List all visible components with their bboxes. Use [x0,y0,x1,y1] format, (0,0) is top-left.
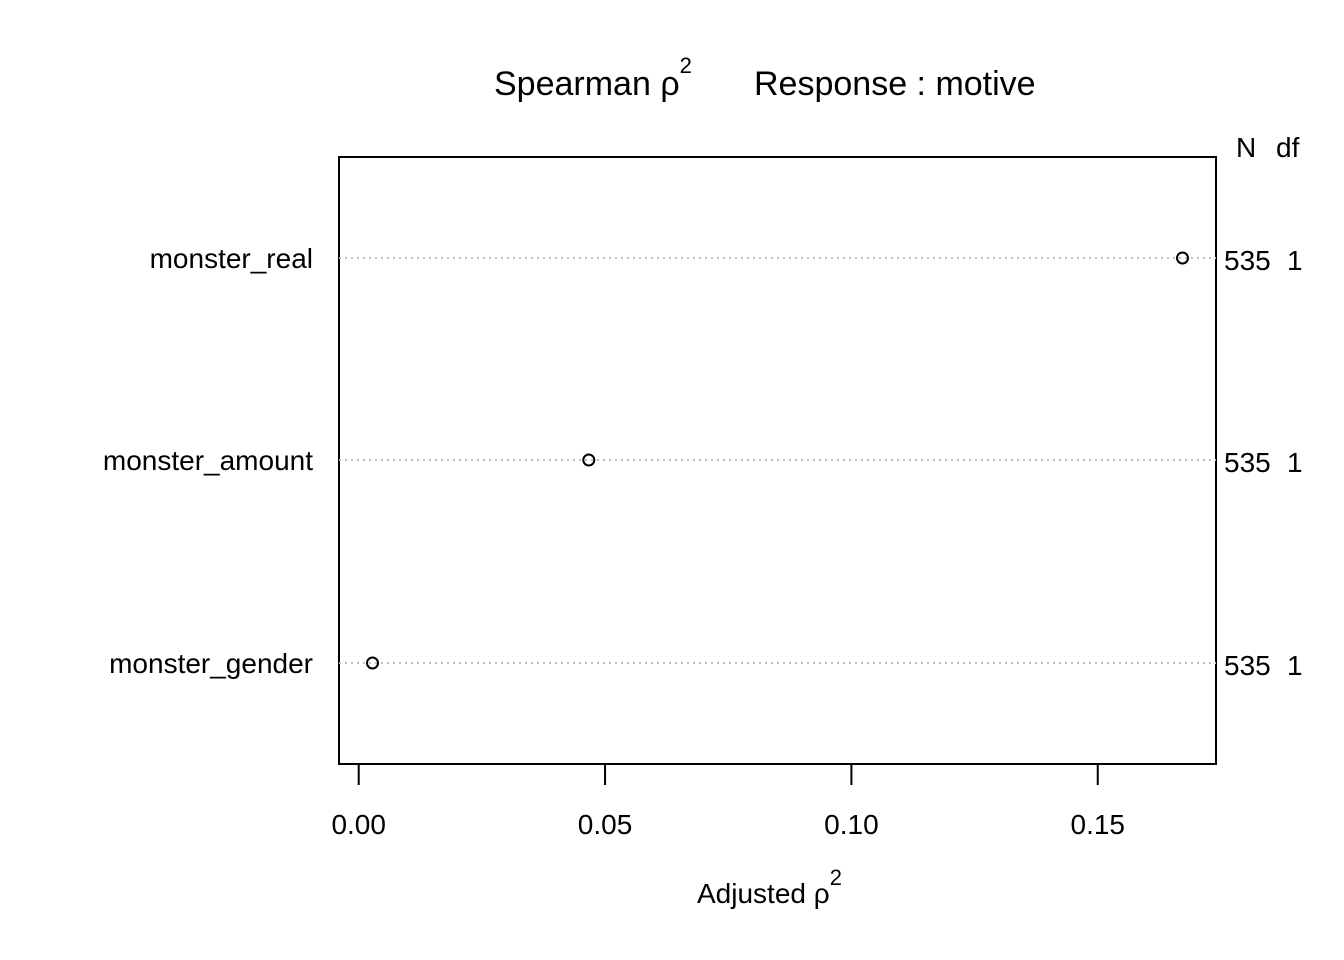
chart-title: Spearman ρ2 [494,53,692,103]
header-n: N [1236,132,1256,163]
row-df-value: 1 [1287,447,1303,478]
x-axis-label-lead: Adjusted [697,878,814,909]
x-tick-label: 0.00 [331,809,386,840]
row-label: monster_real [150,243,313,274]
x-tick-label: 0.05 [578,809,633,840]
x-axis: 0.00 0.05 0.10 0.15 [331,763,1126,840]
x-axis-label-rho: ρ [814,878,830,909]
chart-title-lead: Spearman [494,65,660,103]
data-point [1175,251,1189,265]
row-df-value: 1 [1287,245,1303,276]
rows-layer: monster_real 535 1 monster_amount 535 1 monste… [103,243,1303,681]
chart-title-power: 2 [680,53,692,78]
row-df-value: 1 [1287,650,1303,681]
row-label: monster_gender [109,648,313,679]
chart-title-rho: ρ [660,65,679,103]
header-df: df [1276,132,1300,163]
data-point [582,453,596,467]
x-axis-label: Adjusted ρ2 [697,865,842,909]
x-tick-label: 0.10 [824,809,879,840]
data-point [366,656,380,670]
x-axis-label-power: 2 [830,865,842,890]
row-n-value: 535 [1224,650,1271,681]
chart-title-response: Response : motive [754,65,1036,103]
row-n-value: 535 [1224,245,1271,276]
x-tick-label: 0.15 [1071,809,1126,840]
row-n-value: 535 [1224,447,1271,478]
row-label: monster_amount [103,445,313,476]
